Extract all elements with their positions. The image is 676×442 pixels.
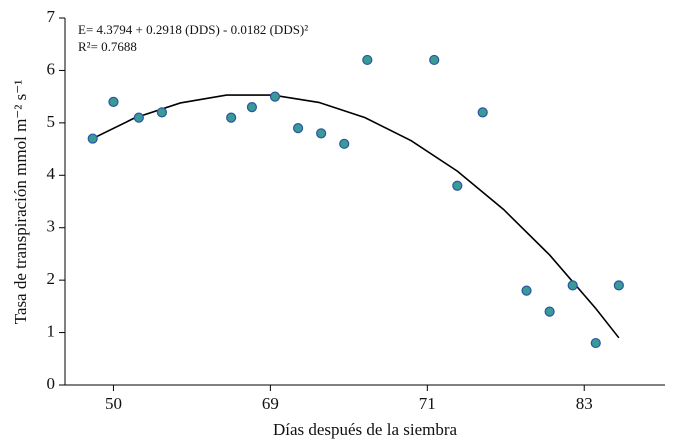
y-tick-label: 0 (47, 374, 56, 393)
data-point (292, 123, 304, 134)
data-point (226, 112, 237, 123)
y-tick-label: 4 (47, 164, 56, 183)
data-point (87, 133, 98, 144)
y-axis-label: Tasa de transpiración mmol m⁻² s⁻¹ (11, 80, 30, 325)
data-point (339, 138, 350, 149)
data-point (452, 180, 463, 191)
y-tick-label: 6 (47, 59, 56, 78)
data-point (362, 54, 373, 66)
y-tick-label: 2 (47, 269, 56, 288)
data-point (590, 337, 601, 349)
y-tick-label: 1 (47, 321, 56, 340)
data-point (567, 280, 578, 291)
y-tick-label: 5 (47, 112, 56, 131)
r-squared: R²= 0.7688 (78, 39, 137, 54)
fit-curve (92, 94, 620, 339)
data-point (108, 96, 119, 107)
data-point (316, 128, 327, 139)
data-point (477, 107, 488, 118)
y-tick-label: 3 (47, 217, 56, 236)
x-axis-label: Días después de la siembra (273, 420, 458, 439)
data-point (246, 102, 258, 113)
equation: E= 4.3794 + 0.2918 (DDS) - 0.0182 (DDS)² (78, 22, 308, 37)
data-point (269, 91, 281, 102)
x-tick-label: 50 (105, 394, 122, 413)
data-point (133, 112, 144, 123)
data-point (613, 280, 624, 291)
y-tick-label: 7 (47, 7, 56, 26)
x-tick-label: 83 (576, 394, 593, 413)
data-point (521, 285, 532, 296)
data-point (544, 306, 555, 317)
data-point (429, 54, 440, 66)
x-tick-label: 69 (262, 394, 279, 413)
x-tick-label: 71 (419, 394, 436, 413)
data-point (156, 107, 168, 118)
